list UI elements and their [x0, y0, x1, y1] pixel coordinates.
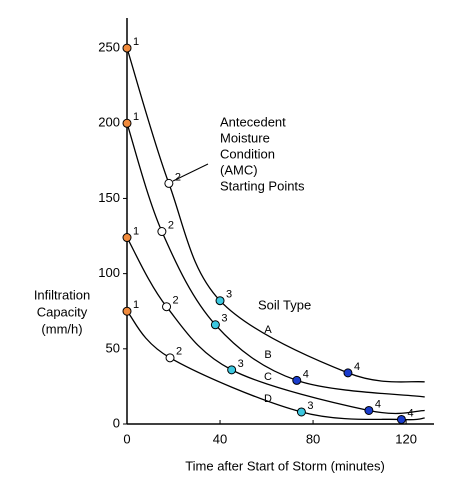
point-label: 1 [133, 225, 139, 237]
y-tick-label: 0 [113, 415, 120, 430]
amc-point [343, 368, 353, 378]
series-name: D [264, 393, 272, 405]
point-label: 1 [133, 36, 139, 48]
x-tick-label: 40 [213, 431, 227, 446]
x-tick-label: 120 [395, 431, 417, 446]
amc-point [122, 118, 132, 128]
amc-point [296, 407, 306, 417]
point-label: 1 [133, 299, 139, 311]
amc-point [292, 375, 302, 385]
y-tick-label: 200 [98, 115, 120, 130]
series-name: B [264, 349, 271, 361]
point-label: 3 [221, 313, 227, 325]
annotation: Moisture [220, 130, 270, 145]
y-tick-label: 150 [98, 190, 120, 205]
y-tick-label: 50 [106, 340, 120, 355]
amc-point [164, 178, 174, 188]
point-label: 4 [375, 398, 381, 410]
y-axis-title: Infiltration [34, 287, 90, 302]
x-axis-title: Time after Start of Storm (minutes) [185, 458, 385, 473]
y-tick-label: 250 [98, 40, 120, 55]
amc-point [215, 296, 225, 306]
x-tick-label: 80 [306, 431, 320, 446]
annotation: Antecedent [220, 114, 286, 129]
point-label: 2 [176, 346, 182, 358]
point-label: 2 [173, 295, 179, 307]
amc-point [122, 306, 132, 316]
point-label: 1 [133, 111, 139, 123]
point-label: 3 [307, 400, 313, 412]
amc-point [122, 233, 132, 243]
curve [126, 47, 425, 383]
amc-point [165, 353, 175, 363]
point-label: 3 [226, 289, 232, 301]
amc-point [210, 320, 220, 330]
curve [126, 237, 425, 415]
point-label: 4 [354, 361, 360, 373]
annotation-pointer [172, 163, 209, 182]
annotation: Condition [220, 146, 275, 161]
point-label: 4 [407, 407, 413, 419]
series-name: A [264, 324, 272, 336]
amc-point [396, 414, 406, 424]
series-name: C [264, 371, 272, 383]
annotation: Starting Points [220, 178, 305, 193]
amc-point [227, 365, 237, 375]
legend-title: Soil Type [258, 297, 311, 312]
y-axis-title: (mm/h) [41, 321, 82, 336]
annotation: (AMC) [220, 162, 258, 177]
point-label: 4 [303, 368, 309, 380]
y-axis-title: Capacity [37, 304, 88, 319]
amc-point [157, 227, 167, 237]
point-label: 2 [175, 171, 181, 183]
amc-point [364, 405, 374, 415]
amc-point [162, 302, 172, 312]
point-label: 3 [238, 358, 244, 370]
x-tick-label: 0 [123, 431, 130, 446]
amc-point [122, 43, 132, 53]
point-label: 2 [168, 219, 174, 231]
y-tick-label: 100 [98, 265, 120, 280]
